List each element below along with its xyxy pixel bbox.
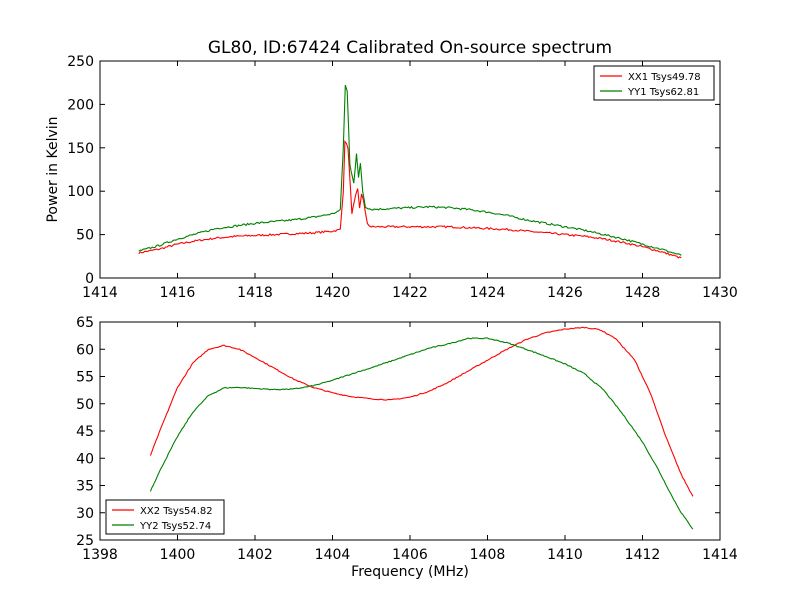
top-x-tick-label: 1418 bbox=[237, 285, 273, 301]
top-legend-label-2: YY1 Tsys62.81 bbox=[627, 87, 699, 98]
top-y-tick-label: 50 bbox=[76, 228, 94, 244]
top-x-tick-label: 1414 bbox=[82, 285, 118, 301]
top-panel: 1414 1416 1418 1420 1422 1424 1426 1428 1430 0 50 1… bbox=[45, 54, 738, 301]
top-x-tick-label: 1430 bbox=[702, 285, 738, 301]
top-y-axis-label: Power in Kelvin bbox=[45, 116, 61, 222]
bottom-x-tick-label: 1412 bbox=[625, 547, 661, 563]
x-axis-label: Frequency (MHz) bbox=[351, 564, 469, 580]
bottom-x-tick-label: 1410 bbox=[547, 547, 583, 563]
top-legend-label-1: XX1 Tsys49.78 bbox=[628, 72, 701, 83]
bottom-panel: 1398 1400 1402 1404 1406 1408 1410 1412 1414 25 30… bbox=[76, 315, 738, 580]
top-y-tick-label: 150 bbox=[67, 141, 94, 157]
top-y-tick-label: 100 bbox=[67, 184, 94, 200]
bottom-x-tick-label: 1398 bbox=[82, 547, 118, 563]
bottom-series-line-2 bbox=[149, 337, 694, 530]
top-x-tick-label: 1420 bbox=[315, 285, 351, 301]
top-x-tick-label: 1428 bbox=[625, 285, 661, 301]
bottom-y-tick-label: 30 bbox=[76, 506, 94, 522]
bottom-y-tick-label: 55 bbox=[76, 370, 94, 386]
top-series-line-1 bbox=[138, 140, 682, 259]
bottom-legend-box bbox=[105, 499, 225, 535]
bottom-series-group bbox=[149, 326, 694, 530]
bottom-y-tick-label: 50 bbox=[76, 397, 94, 413]
top-legend: XX1 Tsys49.78 YY1 Tsys62.81 bbox=[593, 65, 715, 101]
bottom-x-tick-label: 1404 bbox=[315, 547, 351, 563]
bottom-y-tick-label: 35 bbox=[76, 479, 94, 495]
bottom-x-tick-label: 1400 bbox=[160, 547, 196, 563]
top-x-tick-label: 1424 bbox=[470, 285, 506, 301]
bottom-x-tick-label: 1414 bbox=[702, 547, 738, 563]
chart-title: GL80, ID:67424 Calibrated On-source spec… bbox=[208, 38, 612, 58]
top-y-tick-label: 250 bbox=[67, 54, 94, 70]
bottom-legend-label-2: YY2 Tsys52.74 bbox=[139, 521, 211, 532]
bottom-ticks-group: 1398 1400 1402 1404 1406 1408 1410 1412 1414 25 30… bbox=[76, 315, 738, 563]
top-series-group bbox=[138, 84, 682, 259]
bottom-x-tick-label: 1406 bbox=[392, 547, 428, 563]
top-y-tick-label: 200 bbox=[67, 97, 94, 113]
bottom-y-tick-label: 25 bbox=[76, 533, 94, 549]
bottom-x-tick-label: 1402 bbox=[237, 547, 273, 563]
bottom-legend-label-1: XX2 Tsys54.82 bbox=[140, 506, 213, 517]
bottom-x-tick-label: 1408 bbox=[470, 547, 506, 563]
top-legend-box bbox=[593, 65, 715, 101]
top-y-tick-label: 0 bbox=[85, 271, 94, 287]
top-x-tick-label: 1416 bbox=[160, 285, 196, 301]
top-ticks-group: 1414 1416 1418 1420 1422 1424 1426 1428 1430 0 50 1… bbox=[67, 54, 738, 301]
top-series-line-2 bbox=[138, 84, 682, 256]
top-x-tick-label: 1422 bbox=[392, 285, 428, 301]
bottom-y-tick-label: 65 bbox=[76, 315, 94, 331]
bottom-legend: XX2 Tsys54.82 YY2 Tsys52.74 bbox=[105, 499, 225, 535]
bottom-y-tick-label: 45 bbox=[76, 424, 94, 440]
top-x-tick-label: 1426 bbox=[547, 285, 583, 301]
bottom-y-tick-label: 60 bbox=[76, 342, 94, 358]
bottom-y-tick-label: 40 bbox=[76, 451, 94, 467]
bottom-series-line-1 bbox=[149, 326, 694, 497]
